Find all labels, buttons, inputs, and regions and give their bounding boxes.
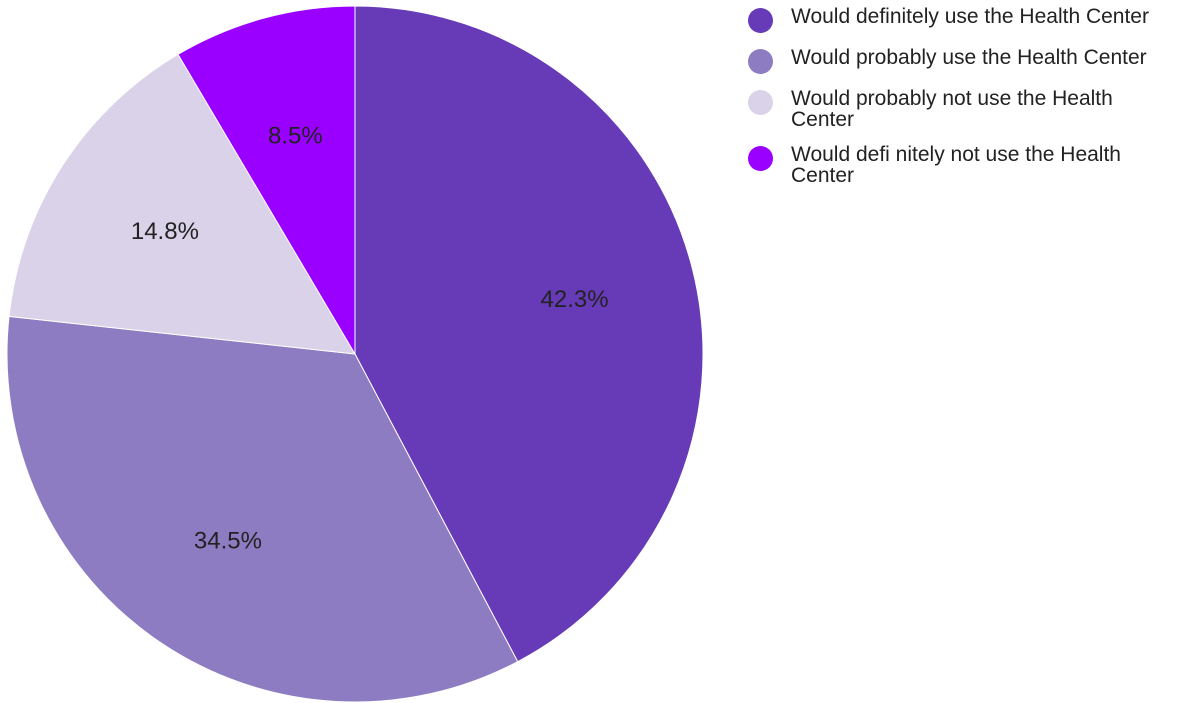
pie-slice-label-2: 14.8% (131, 218, 199, 245)
legend-item-0[interactable]: Would definitely use the Health Center (748, 6, 1178, 33)
pie-slices (6, 5, 704, 703)
pie-slice-labels: 42.3% 34.5% 14.8% 8.5% (131, 122, 609, 554)
legend-item-3[interactable]: Would defi nitely not use the Health Cen… (748, 144, 1178, 186)
legend-label-2: Would probably not use the Health Center (791, 87, 1113, 131)
pie-slice-2[interactable] (8, 53, 356, 355)
pie-slice-3[interactable] (177, 5, 356, 356)
pie-slice-0[interactable] (354, 5, 704, 663)
legend-label-0: Would definitely use the Health Center (791, 5, 1149, 28)
pie-slice-label-0: 42.3% (541, 286, 609, 313)
legend-item-1[interactable]: Would probably use the Health Center (748, 47, 1178, 74)
pie-slice-label-3: 8.5% (268, 122, 323, 149)
legend-label-1: Would probably use the Health Center (791, 46, 1147, 69)
pie-slice-1[interactable] (6, 315, 519, 703)
legend: Would definitely use the Health Center W… (748, 6, 1178, 200)
legend-item-2[interactable]: Would probably not use the Health Center (748, 88, 1178, 130)
pie-slice-label-1: 34.5% (194, 528, 262, 555)
legend-label-3: Would defi nitely not use the Health Cen… (791, 143, 1121, 187)
legend-swatch-1 (748, 49, 773, 74)
legend-swatch-2 (748, 90, 773, 115)
legend-swatch-0 (748, 8, 773, 33)
legend-swatch-3 (748, 146, 773, 171)
